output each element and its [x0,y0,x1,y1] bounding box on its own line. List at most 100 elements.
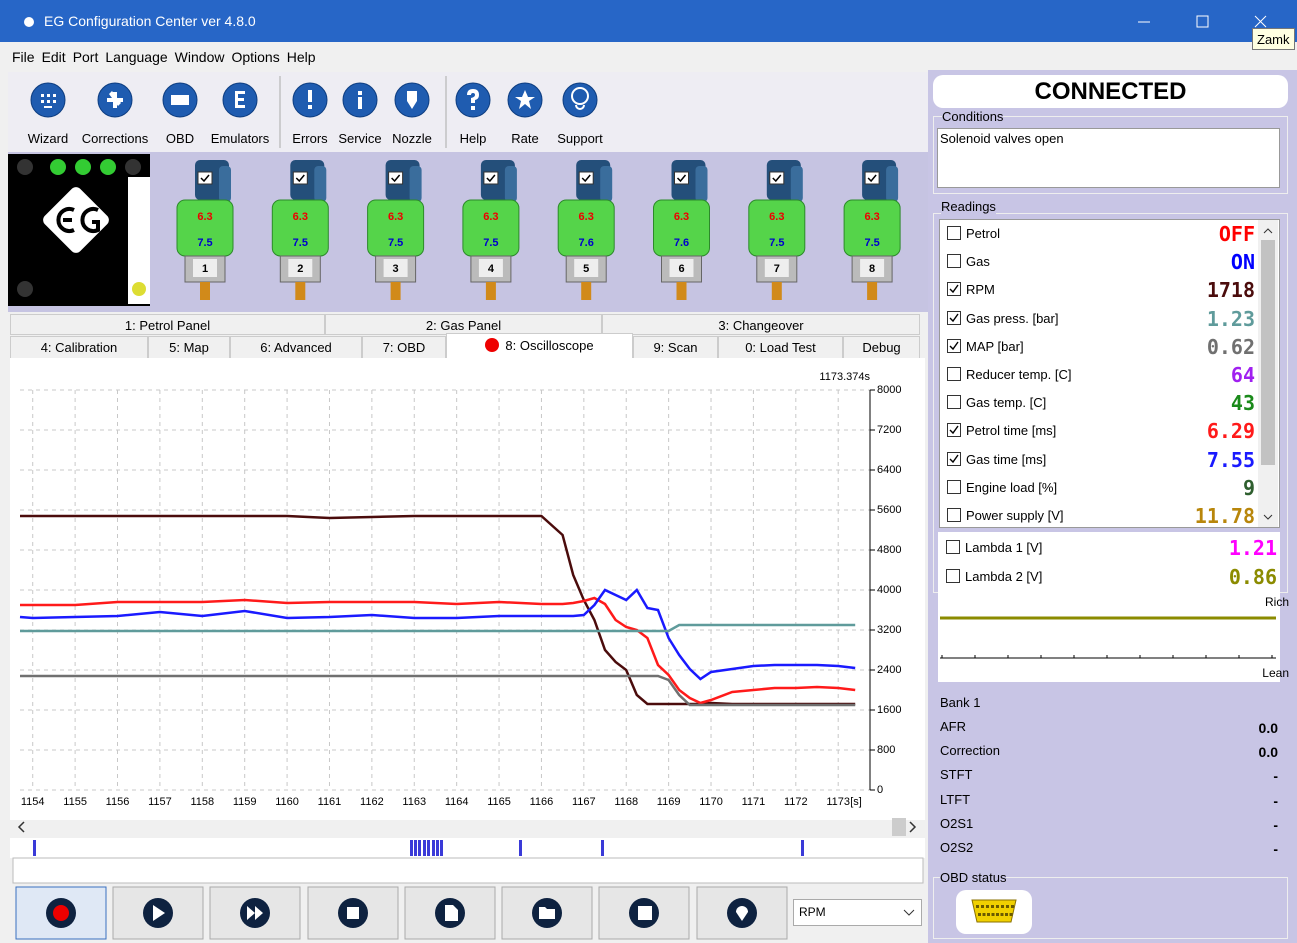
toolbar-button[interactable]: Support [544,72,616,152]
tab[interactable]: 4: Calibration [10,336,148,358]
injector-checkbox [675,172,689,184]
timeline-event [432,840,435,856]
injector-connector [219,166,231,202]
checkbox-box [948,396,961,409]
channel-select[interactable]: RPM [793,899,922,926]
toolbar-button[interactable]: Wizard [12,72,84,152]
checkbox[interactable] [946,540,961,555]
stop-icon [347,907,359,919]
injector-checkbox [198,172,212,184]
obd-pin [992,913,995,916]
status-led [100,159,116,175]
x-tick-label: 1165 [487,796,511,808]
y-tick-label: 4000 [877,584,901,596]
timeline-event [423,840,426,856]
tab[interactable]: 5: Map [148,336,230,358]
injector-checkbox [770,172,784,184]
reading-label: Power supply [V] [966,508,1064,523]
tab-label: 8: Oscilloscope [505,338,593,353]
checkbox[interactable] [947,311,962,326]
lambda-bg [938,590,1280,682]
injector-connector [886,166,898,202]
window-title: EG Configuration Center ver 4.8.0 [44,13,256,29]
checkbox[interactable] [947,423,962,438]
injector-nozzle [200,282,210,300]
injector-checkbox [865,172,879,184]
checkbox[interactable] [947,508,962,523]
menu-item[interactable]: Language [105,49,167,70]
app-icon [24,17,34,27]
checkbox-box [948,452,961,465]
obd-pin [991,905,994,908]
status-led [75,159,91,175]
tab[interactable]: 1: Petrol Panel [10,314,325,335]
menu-item[interactable]: Help [287,49,316,70]
oscilloscope-panel: 1154115511561157115811591160116111621163… [10,358,925,820]
x-tick-label: 1171 [742,796,766,808]
reading-label: Lambda 1 [V] [965,540,1042,555]
tab[interactable]: 2: Gas Panel [325,314,602,335]
reading-value: 11.78 [1195,504,1255,528]
obd-connector [972,900,1016,922]
checkbox-box [948,509,961,522]
timeline-event [414,840,417,856]
timeline-event [33,840,36,856]
bank-value: - [1273,768,1278,784]
readings-scrollbar [1258,220,1278,527]
injector-number: 2 [297,263,303,275]
checkbox[interactable] [947,452,962,467]
checkbox[interactable] [947,254,962,269]
status-strip [13,858,923,883]
menu-item[interactable]: Edit [42,49,66,70]
toolbar-button[interactable]: Corrections [79,72,151,152]
tab[interactable]: 0: Load Test [718,336,843,358]
status-led [125,159,141,175]
toolbar-button[interactable]: Emulators [204,72,276,152]
checkbox[interactable] [947,367,962,382]
injector-nozzle [295,282,305,300]
status-led [17,281,33,297]
checkbox-box [948,227,961,240]
x-tick-label: 1164 [445,796,469,808]
close-icon [1255,16,1266,27]
checkbox[interactable] [947,395,962,410]
menu-item[interactable]: File [12,49,35,70]
checkbox-box [948,339,961,352]
y-tick-label: 7200 [877,424,901,436]
timeline-event [418,840,421,856]
toolbar-label: Support [544,131,616,146]
checkbox[interactable] [947,226,962,241]
obd-pin [1001,905,1004,908]
tab[interactable]: Debug [843,336,920,358]
tooltip: Zamk [1252,28,1295,50]
injector: 6.37.53 [368,160,424,300]
menu-item[interactable]: Port [73,49,99,70]
x-tick-label: 1163 [402,796,426,808]
injector-checkbox [293,172,307,184]
checkbox[interactable] [947,339,962,354]
tab[interactable]: 9: Scan [633,336,718,358]
app-window: EG Configuration Center ver 4.8.0 Zamk Fil… [0,0,1297,943]
obd-pin [987,913,990,916]
reading-value: 0.86 [1229,565,1277,589]
checkbox[interactable] [947,480,962,495]
checkbox[interactable] [947,282,962,297]
timeline [10,838,925,858]
menu-item[interactable]: Options [231,49,279,70]
bank-label: O2S1 [940,816,973,831]
injector-petrol: 6.3 [769,211,784,223]
menu-item[interactable]: Window [175,49,225,70]
scroll-thumb [892,818,906,836]
injector-nozzle [391,282,401,300]
obd-pin [976,905,979,908]
tab[interactable]: 7: OBD [362,336,446,358]
tab[interactable]: 8: Oscilloscope [446,333,633,359]
reading-value: 1.21 [1229,536,1277,560]
tab-label: 4: Calibration [41,340,118,355]
title-bar: EG Configuration Center ver 4.8.0 [0,0,1297,42]
injector-connector [696,166,708,202]
tab[interactable]: 6: Advanced [230,336,362,358]
tab[interactable]: 3: Changeover [602,314,920,335]
checkbox[interactable] [946,569,961,584]
